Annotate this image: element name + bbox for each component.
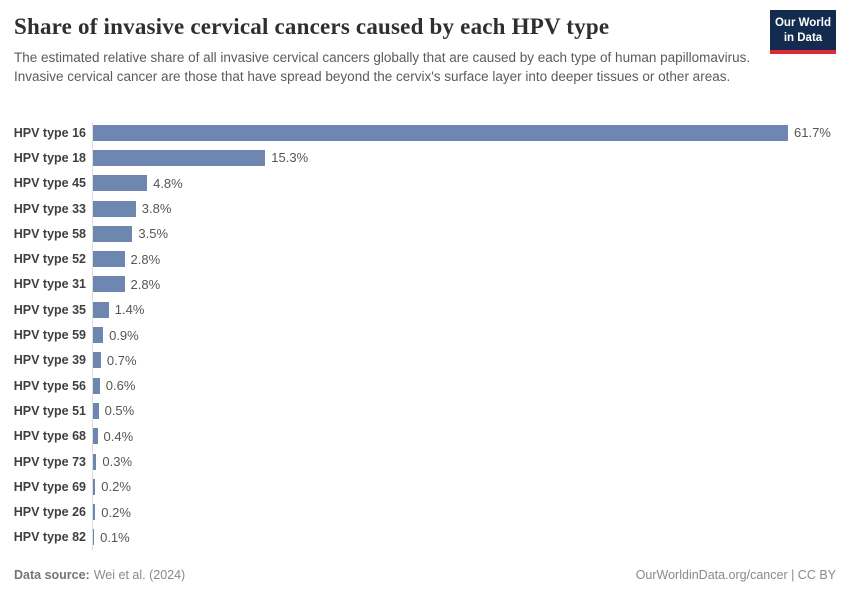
chart-row: HPV type 68 0.4%	[12, 424, 838, 449]
category-label: HPV type 31	[13, 277, 86, 292]
category-label: HPV type 18	[13, 150, 86, 165]
chart-row: HPV type 35 1.4%	[12, 297, 838, 322]
header: Share of invasive cervical cancers cause…	[14, 14, 769, 86]
bar-track: 3.5%	[86, 225, 838, 242]
bar[interactable]	[93, 504, 96, 521]
chart-row: HPV type 45 4.8%	[12, 171, 838, 196]
chart-row: HPV type 26 0.2%	[12, 499, 838, 524]
bar[interactable]	[93, 251, 125, 268]
bar-track: 2.8%	[86, 276, 838, 293]
bar[interactable]	[93, 200, 136, 217]
data-source-label: Data source:	[14, 568, 90, 582]
value-label: 2.8%	[130, 276, 161, 292]
bar-track: 0.2%	[86, 478, 838, 495]
category-label: HPV type 26	[13, 505, 86, 520]
bar[interactable]	[93, 453, 97, 470]
bar[interactable]	[93, 327, 104, 344]
value-label: 0.9%	[109, 327, 139, 343]
bar[interactable]	[93, 428, 98, 445]
owid-logo-line1: Our World	[774, 17, 831, 29]
bar-track: 0.9%	[86, 327, 838, 344]
bar-track: 0.6%	[86, 377, 838, 394]
chart-row: HPV type 73 0.3%	[12, 449, 838, 474]
chart-row: HPV type 18 15.3%	[12, 145, 838, 170]
bar[interactable]	[93, 276, 125, 293]
value-label: 0.6%	[105, 378, 136, 394]
chart-row: HPV type 56 0.6%	[12, 373, 838, 398]
category-label: HPV type 73	[13, 454, 86, 469]
bar-track: 0.1%	[86, 529, 838, 546]
value-label: 3.5%	[138, 226, 169, 242]
bar-track: 0.3%	[86, 453, 838, 470]
owid-logo[interactable]: Our World in Data	[770, 10, 836, 55]
bar[interactable]	[93, 478, 96, 495]
chart-subtitle: The estimated relative share of all inva…	[14, 50, 751, 84]
bar[interactable]	[93, 175, 148, 192]
bar-track: 61.7%	[86, 124, 838, 141]
value-label: 3.8%	[141, 201, 172, 217]
category-label: HPV type 59	[13, 328, 86, 343]
category-label: HPV type 56	[13, 378, 86, 393]
value-label: 0.5%	[104, 403, 135, 419]
y-axis-line	[92, 122, 93, 551]
chart-row: HPV type 82 0.1%	[12, 525, 838, 550]
value-label: 0.2%	[101, 504, 131, 520]
category-label: HPV type 45	[13, 176, 86, 191]
chart-row: HPV type 58 3.5%	[12, 221, 838, 246]
category-label: HPV type 51	[13, 403, 86, 418]
bar[interactable]	[93, 124, 788, 141]
chart-row: HPV type 31 2.8%	[12, 272, 838, 297]
value-label: 0.2%	[101, 479, 131, 495]
category-label: HPV type 52	[13, 252, 86, 267]
bar[interactable]	[93, 352, 101, 369]
bar[interactable]	[93, 402, 99, 419]
category-label: HPV type 33	[13, 201, 86, 216]
value-label: 61.7%	[794, 125, 831, 141]
category-label: HPV type 82	[13, 530, 86, 545]
chart-row: HPV type 52 2.8%	[12, 246, 838, 271]
chart-row: HPV type 59 0.9%	[12, 322, 838, 347]
category-label: HPV type 35	[13, 302, 86, 317]
value-label: 0.1%	[100, 529, 130, 545]
bar-track: 2.8%	[86, 251, 838, 268]
bar[interactable]	[93, 529, 95, 546]
chart-row: HPV type 39 0.7%	[12, 348, 838, 373]
value-label: 0.4%	[103, 428, 134, 444]
bar-track: 0.2%	[86, 504, 838, 521]
footer: Data source: Wei et al. (2024) OurWorldin…	[14, 568, 836, 582]
value-label: 2.8%	[130, 251, 161, 267]
footer-link[interactable]: OurWorldinData.org/cancer | CC BY	[635, 568, 836, 582]
category-label: HPV type 58	[13, 226, 86, 241]
bar-track: 1.4%	[86, 301, 838, 318]
category-label: HPV type 69	[13, 479, 86, 494]
value-label: 1.4%	[114, 302, 145, 318]
bar-chart: HPV type 16 61.7% HPV type 18 15.3% HPV …	[12, 120, 838, 551]
data-source-value: Wei et al. (2024)	[93, 568, 186, 582]
chart-row: HPV type 33 3.8%	[12, 196, 838, 221]
bar-track: 0.7%	[86, 352, 838, 369]
value-label: 0.7%	[106, 352, 137, 368]
chart-row: HPV type 69 0.2%	[12, 474, 838, 499]
category-label: HPV type 68	[13, 429, 86, 444]
bar[interactable]	[93, 149, 266, 166]
value-label: 0.3%	[102, 454, 133, 469]
bar[interactable]	[93, 301, 109, 318]
owid-logo-line2: in Data	[783, 31, 823, 44]
value-label: 15.3%	[271, 150, 309, 166]
chart-row: HPV type 16 61.7%	[12, 120, 838, 145]
bar-track: 0.4%	[86, 428, 838, 445]
chart-title: Share of invasive cervical cancers cause…	[14, 14, 610, 39]
bar[interactable]	[93, 377, 100, 394]
value-label: 4.8%	[153, 175, 183, 191]
bar-track: 4.8%	[86, 175, 838, 192]
bar-track: 3.8%	[86, 200, 838, 217]
chart-row: HPV type 51 0.5%	[12, 398, 838, 423]
bar-track: 15.3%	[86, 149, 838, 166]
bar[interactable]	[93, 225, 133, 242]
category-label: HPV type 16	[13, 125, 86, 140]
bar-track: 0.5%	[86, 402, 838, 419]
data-source: Data source: Wei et al. (2024)	[14, 568, 185, 582]
category-label: HPV type 39	[13, 353, 86, 368]
